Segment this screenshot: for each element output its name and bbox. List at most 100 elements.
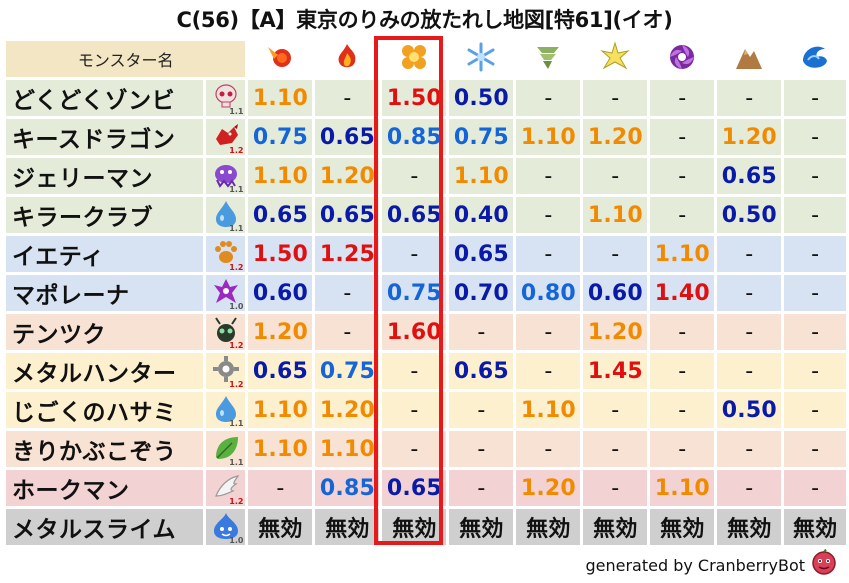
resistance-value: - — [784, 275, 846, 311]
resistance-value: - — [449, 392, 514, 428]
resistance-value: 0.85 — [315, 470, 380, 506]
resistance-value: 無効 — [784, 509, 846, 545]
resistance-value: 1.20 — [583, 119, 648, 155]
version-label: 1.1 — [229, 458, 244, 467]
resistance-value: 1.45 — [583, 353, 648, 389]
resistance-value: 0.65 — [382, 470, 447, 506]
resistance-value: - — [717, 314, 782, 350]
column-header-explosion-icon — [382, 41, 447, 77]
resistance-value: - — [650, 197, 715, 233]
resistance-value: - — [516, 353, 581, 389]
resistance-value: 1.20 — [248, 314, 313, 350]
footer-credit: generated by CranberryBot — [585, 556, 805, 575]
header-row: モンスター名 — [6, 41, 846, 77]
resistance-value: - — [784, 197, 846, 233]
resistance-value: 1.20 — [717, 119, 782, 155]
monster-name: キラークラブ — [6, 197, 203, 233]
resistance-value: 1.50 — [248, 236, 313, 272]
monster-name: メタルスライム — [6, 509, 203, 545]
resistance-value: 0.75 — [315, 353, 380, 389]
resistance-value: 0.65 — [449, 236, 514, 272]
version-label: 1.0 — [229, 302, 244, 311]
resistance-value: - — [583, 392, 648, 428]
resistance-value: 1.10 — [248, 80, 313, 116]
table-row: ホークマン 1.2-0.85 0.65-1.20-1.10- - — [6, 470, 846, 506]
resistance-value: - — [248, 470, 313, 506]
resistance-value: 1.50 — [382, 80, 447, 116]
table-row: ジェリーマン 1.1 1.10 1.20-1.10- - -0.65- — [6, 158, 846, 194]
version-label: 1.2 — [229, 263, 244, 272]
resistance-value: 1.10 — [315, 431, 380, 467]
monster-icon-cell: 1.1 — [205, 158, 246, 194]
version-label: 1.1 — [229, 107, 244, 116]
resistance-value: - — [717, 80, 782, 116]
resistance-value: 0.60 — [248, 275, 313, 311]
column-header-water-wave-icon — [784, 41, 846, 77]
resistance-value: - — [717, 431, 782, 467]
resistance-value: 1.20 — [516, 470, 581, 506]
monster-name: どくどくゾンビ — [6, 80, 203, 116]
resistance-value: 1.10 — [650, 470, 715, 506]
table-row: メタルハンター 1.2 0.65 0.75-0.65-1.45- - - — [6, 353, 846, 389]
monster-name: キースドラゴン — [6, 119, 203, 155]
earth-icon — [733, 49, 765, 77]
resistance-value: - — [784, 119, 846, 155]
resistance-value: - — [717, 236, 782, 272]
resistance-value: - — [516, 197, 581, 233]
resistance-value: - — [784, 80, 846, 116]
monster-name: メタルハンター — [6, 353, 203, 389]
resistance-value: - — [583, 431, 648, 467]
ice-icon — [465, 42, 497, 77]
water-wave-icon — [799, 46, 831, 77]
resistance-value: 1.10 — [248, 158, 313, 194]
resistance-value: - — [784, 470, 846, 506]
resistance-value: - — [516, 431, 581, 467]
resistance-value: - — [516, 236, 581, 272]
resistance-table: モンスター名 どくどくゾンビ 1.1 1.10-1.50 0.50- - - - - キースドラ… — [3, 38, 849, 548]
version-label: 1.2 — [229, 380, 244, 389]
resistance-value: - — [650, 392, 715, 428]
resistance-value: - — [315, 80, 380, 116]
water-drop-icon — [212, 394, 240, 422]
resistance-value: 0.75 — [449, 119, 514, 155]
monster-icon-cell: 1.1 — [205, 392, 246, 428]
resistance-value: - — [382, 236, 447, 272]
resistance-value: 1.10 — [583, 197, 648, 233]
resistance-value: - — [382, 392, 447, 428]
column-header-fire-icon — [248, 41, 313, 77]
fire-icon — [264, 47, 296, 77]
resistance-value: 無効 — [248, 509, 313, 545]
cranberry-bot-icon — [811, 548, 837, 575]
column-header-monster-name: モンスター名 — [6, 41, 246, 77]
resistance-value: 0.40 — [449, 197, 514, 233]
monster-icon-cell: 1.2 — [205, 236, 246, 272]
monster-icon-cell: 1.2 — [205, 119, 246, 155]
table-row: テンツク 1.2 1.20-1.60- -1.20- - - — [6, 314, 846, 350]
insect-icon — [212, 316, 240, 344]
resistance-value: - — [784, 314, 846, 350]
resistance-value: 無効 — [717, 509, 782, 545]
column-header-ice-icon — [449, 41, 514, 77]
resistance-value: - — [650, 431, 715, 467]
resistance-value: 0.75 — [248, 119, 313, 155]
resistance-value: - — [650, 314, 715, 350]
wing-icon — [212, 472, 240, 500]
version-label: 1.2 — [229, 497, 244, 506]
resistance-value: - — [784, 392, 846, 428]
jelly-icon — [212, 160, 240, 188]
monster-icon-cell: 1.0 — [205, 509, 246, 545]
resistance-value: - — [449, 431, 514, 467]
resistance-value: 無効 — [516, 509, 581, 545]
version-label: 1.1 — [229, 185, 244, 194]
resistance-value: - — [516, 158, 581, 194]
resistance-value: 1.20 — [315, 158, 380, 194]
flame-icon — [331, 44, 363, 77]
monster-name: イエティ — [6, 236, 203, 272]
resistance-value: - — [717, 353, 782, 389]
version-label: 1.2 — [229, 146, 244, 155]
table-row: キラークラブ 1.1 0.65 0.65 0.65 0.40-1.10-0.50- — [6, 197, 846, 233]
resistance-value: 0.50 — [449, 80, 514, 116]
resistance-value: 0.65 — [248, 353, 313, 389]
resistance-value: - — [382, 158, 447, 194]
leaf-icon — [212, 433, 240, 461]
